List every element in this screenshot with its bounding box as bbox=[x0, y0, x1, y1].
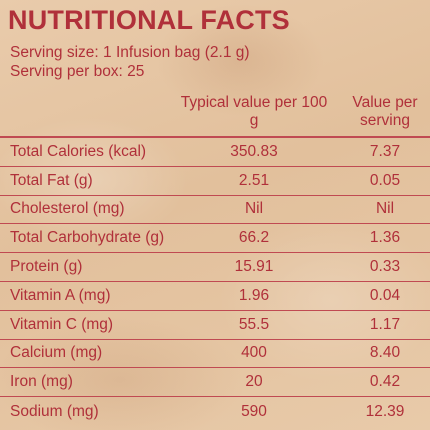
typical-value: 66.2 bbox=[238, 229, 270, 247]
serving-value: 7.37 bbox=[369, 142, 401, 160]
table-row: Total Calories (kcal) 350.83 7.37 bbox=[0, 138, 430, 167]
typical-value: 590 bbox=[241, 402, 267, 420]
nutrition-table: Total Calories (kcal) 350.83 7.37 Total … bbox=[0, 136, 430, 426]
column-header-serving: Value per serving bbox=[352, 94, 418, 129]
table-row: Sodium (mg) 590 12.39 bbox=[0, 397, 430, 426]
table-row: Total Fat (g) 2.51 0.05 bbox=[0, 167, 430, 196]
serving-value: 8.40 bbox=[369, 344, 401, 362]
typical-value: 15.91 bbox=[234, 258, 274, 276]
table-row: Calcium (mg) 400 8.40 bbox=[0, 340, 430, 369]
serving-value: 0.04 bbox=[369, 286, 401, 304]
nutrient-name: Iron (mg) bbox=[10, 373, 73, 391]
table-row: Protein (g) 15.91 0.33 bbox=[0, 253, 430, 282]
nutrient-name: Total Fat (g) bbox=[10, 171, 93, 189]
table-row: Vitamin C (mg) 55.5 1.17 bbox=[0, 311, 430, 340]
serving-value: Nil bbox=[375, 200, 395, 218]
nutrient-name: Total Carbohydrate (g) bbox=[10, 229, 165, 247]
typical-value: Nil bbox=[244, 200, 264, 218]
nutrient-name: Calcium (mg) bbox=[10, 344, 103, 362]
serving-value: 1.36 bbox=[369, 229, 401, 247]
table-row: Cholesterol (mg) Nil Nil bbox=[0, 196, 430, 225]
serving-value: 12.39 bbox=[365, 402, 405, 420]
nutrient-name: Total Calories (kcal) bbox=[10, 142, 147, 160]
serving-value: 0.33 bbox=[369, 258, 401, 276]
table-row: Iron (mg) 20 0.42 bbox=[0, 368, 430, 398]
serving-value: 0.05 bbox=[369, 171, 401, 189]
serving-per-box: Serving per box: 25 bbox=[10, 63, 145, 80]
column-header-typical: Typical value per 100 g bbox=[180, 94, 328, 129]
nutrient-name: Sodium (mg) bbox=[10, 402, 99, 420]
typical-value: 1.96 bbox=[238, 286, 270, 304]
typical-value: 55.5 bbox=[238, 315, 270, 333]
typical-value: 350.83 bbox=[230, 142, 278, 160]
nutrient-name: Protein (g) bbox=[10, 258, 83, 276]
serving-value: 1.17 bbox=[369, 315, 401, 333]
typical-value: 2.51 bbox=[238, 171, 270, 189]
serving-value: 0.42 bbox=[369, 373, 401, 391]
label-title: NUTRITIONAL FACTS bbox=[8, 5, 290, 35]
nutrient-name: Vitamin C (mg) bbox=[10, 315, 114, 333]
table-row: Vitamin A (mg) 1.96 0.04 bbox=[0, 282, 430, 311]
nutrient-name: Cholesterol (mg) bbox=[10, 200, 125, 218]
typical-value: 400 bbox=[241, 344, 267, 362]
table-row: Total Carbohydrate (g) 66.2 1.36 bbox=[0, 224, 430, 254]
serving-size: Serving size: 1 Infusion bag (2.1 g) bbox=[10, 44, 250, 61]
nutrient-name: Vitamin A (mg) bbox=[10, 286, 111, 304]
typical-value: 20 bbox=[245, 373, 263, 391]
